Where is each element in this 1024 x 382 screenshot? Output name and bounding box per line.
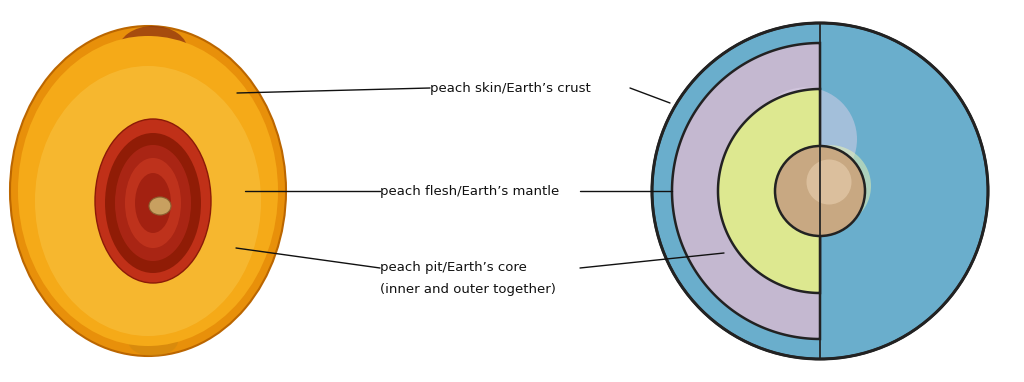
Ellipse shape <box>18 36 278 346</box>
Ellipse shape <box>115 145 191 261</box>
Ellipse shape <box>105 133 201 273</box>
Polygon shape <box>672 43 820 339</box>
Text: (inner and outer together): (inner and outer together) <box>380 283 556 296</box>
Ellipse shape <box>135 173 171 233</box>
Text: peach skin/Earth’s crust: peach skin/Earth’s crust <box>430 81 591 94</box>
Ellipse shape <box>10 26 286 356</box>
Circle shape <box>775 146 865 236</box>
Circle shape <box>807 160 852 204</box>
Polygon shape <box>718 89 820 293</box>
Ellipse shape <box>95 119 211 283</box>
Circle shape <box>652 23 988 359</box>
Ellipse shape <box>138 44 188 89</box>
Ellipse shape <box>35 66 261 336</box>
Ellipse shape <box>128 326 178 356</box>
Circle shape <box>754 87 857 191</box>
Ellipse shape <box>150 197 171 215</box>
Text: peach flesh/Earth’s mantle: peach flesh/Earth’s mantle <box>380 185 559 197</box>
Circle shape <box>790 145 871 227</box>
Text: peach pit/Earth’s core: peach pit/Earth’s core <box>380 262 527 275</box>
Ellipse shape <box>118 26 188 76</box>
Ellipse shape <box>125 158 181 248</box>
